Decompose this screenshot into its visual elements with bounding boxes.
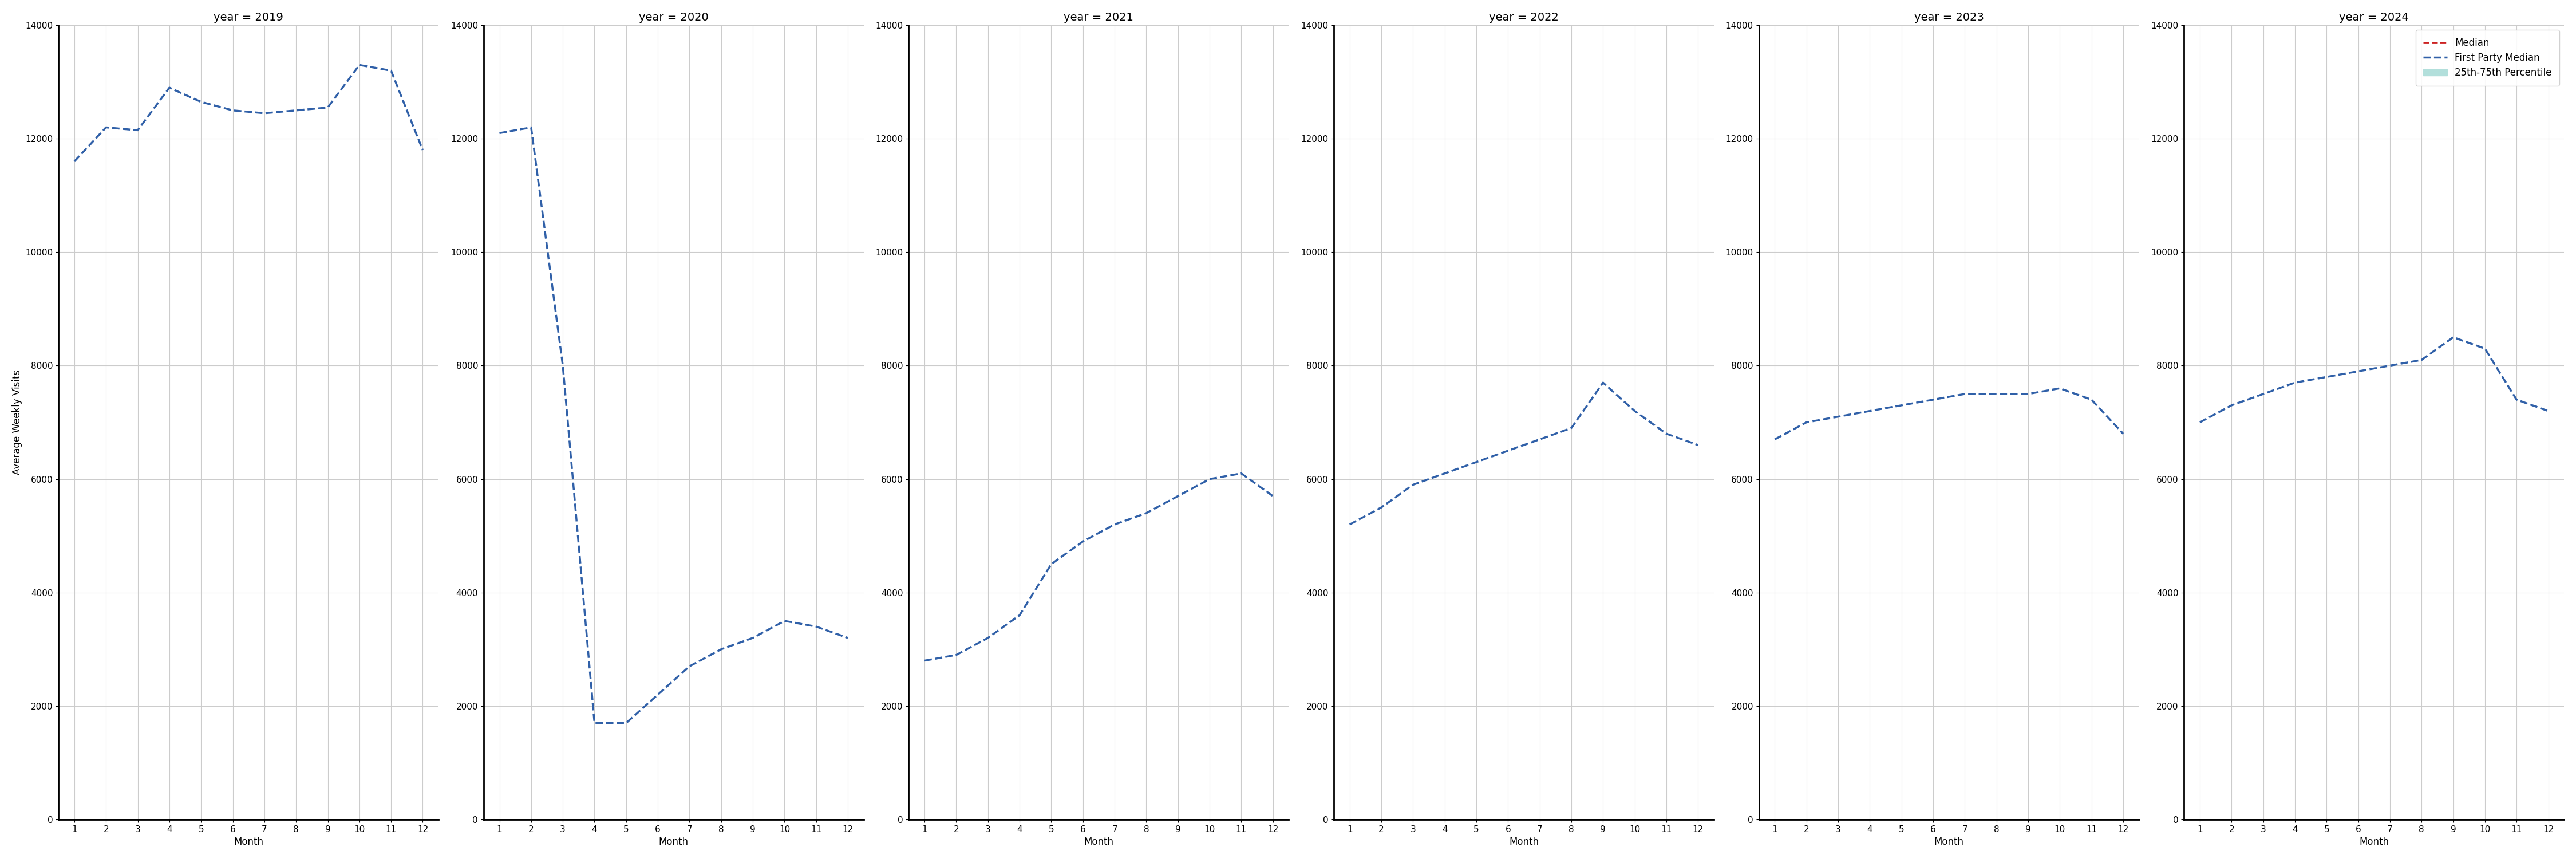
Y-axis label: Average Weekly Visits: Average Weekly Visits [13,370,23,475]
X-axis label: Month: Month [659,837,688,847]
Legend: Median, First Party Median, 25th-75th Percentile: Median, First Party Median, 25th-75th Pe… [2416,30,2561,86]
Title: year = 2021: year = 2021 [1064,12,1133,23]
Title: year = 2022: year = 2022 [1489,12,1558,23]
X-axis label: Month: Month [2360,837,2388,847]
X-axis label: Month: Month [234,837,263,847]
Title: year = 2020: year = 2020 [639,12,708,23]
Title: year = 2019: year = 2019 [214,12,283,23]
X-axis label: Month: Month [1510,837,1538,847]
X-axis label: Month: Month [1935,837,1963,847]
Title: year = 2023: year = 2023 [1914,12,1984,23]
X-axis label: Month: Month [1084,837,1113,847]
Title: year = 2024: year = 2024 [2339,12,2409,23]
